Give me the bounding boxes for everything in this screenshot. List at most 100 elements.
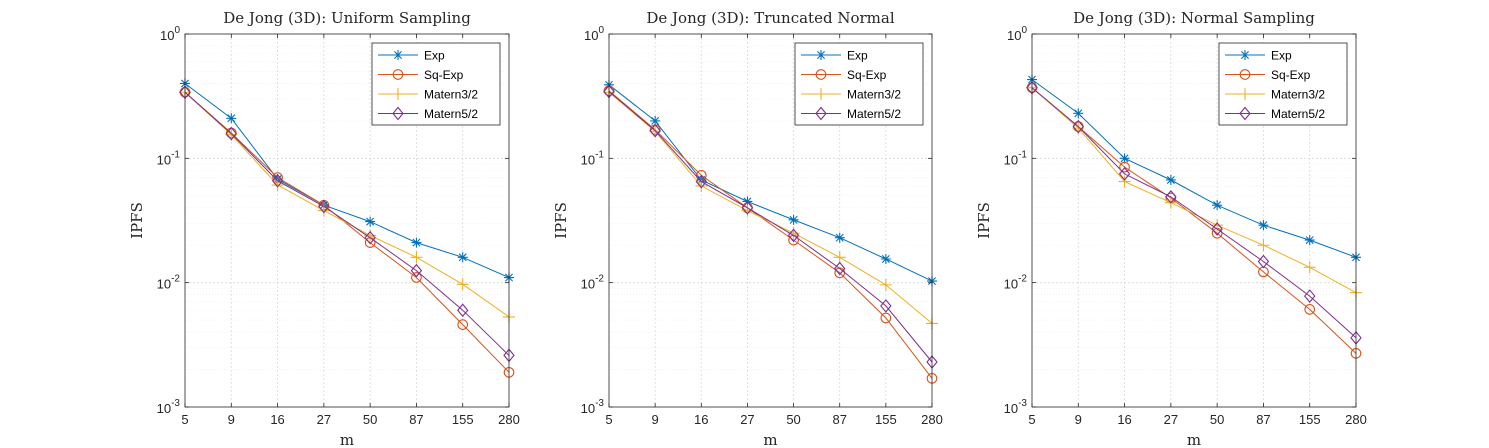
legend-box: [371, 42, 501, 126]
y-tick-label: 100: [584, 25, 604, 43]
legend-marker: [1239, 69, 1251, 80]
data-point: [226, 113, 237, 124]
data-point: [410, 251, 423, 264]
x-tick-label: 9: [1075, 412, 1082, 427]
legend-entry: Sq-Exp: [1225, 68, 1311, 82]
y-tick-label: 10-2: [157, 274, 181, 292]
axes-box: [184, 33, 510, 408]
series-line: [1031, 79, 1357, 258]
data-point: [271, 173, 284, 188]
x-tick-label: 5: [1028, 412, 1035, 427]
legend-entry: Matern5/2: [801, 106, 901, 121]
data-point: [650, 115, 661, 126]
data-point: [1072, 119, 1085, 134]
data-point: [457, 319, 469, 330]
data-point: [457, 252, 468, 263]
legend-box: [794, 42, 924, 126]
data-point: [411, 237, 422, 248]
series-line: [608, 90, 933, 379]
data-point: [833, 251, 846, 264]
data-point: [1257, 239, 1270, 252]
data-point: [456, 303, 469, 318]
legend-label: Matern5/2: [424, 107, 478, 121]
legend-label: Exp: [847, 49, 868, 63]
chart-title: De Jong (3D): Truncated Normal: [646, 9, 894, 27]
legend-marker: [392, 106, 404, 121]
x-tick-label: 5: [181, 412, 188, 427]
data-point: [1211, 222, 1223, 236]
data-point: [364, 230, 376, 245]
x-axis-label: m: [1187, 431, 1201, 448]
data-point: [1303, 261, 1316, 274]
data-point: [1118, 175, 1131, 188]
x-tick-label: 87: [832, 412, 846, 427]
legend-label: Exp: [424, 49, 445, 63]
x-tick-label: 16: [270, 412, 284, 427]
legend-marker: [393, 50, 403, 60]
data-point: [695, 174, 708, 189]
y-tick-label: 10-3: [1004, 398, 1028, 416]
x-axis: 5 9 16 27 50 87 155 280: [605, 34, 943, 427]
chart-title: De Jong (3D): Uniform Sampling: [223, 9, 471, 27]
data-point: [318, 199, 330, 214]
chart-title: De Jong (3D): Normal Sampling: [1073, 9, 1315, 27]
legend-label: Matern3/2: [424, 88, 478, 102]
legend-entry: Matern3/2: [801, 88, 901, 102]
y-tick-label: 10-3: [157, 398, 181, 416]
data-point: [880, 299, 892, 313]
data-point: [411, 272, 422, 283]
series-line: [1031, 87, 1357, 354]
y-tick-label: 10-1: [1004, 149, 1028, 167]
y-tick-label: 10-1: [157, 149, 181, 167]
data-point: [788, 214, 799, 225]
data-point: [741, 200, 754, 215]
y-tick-label: 10-2: [1004, 274, 1028, 292]
x-tick-label: 50: [1210, 412, 1224, 427]
x-axis: 5 9 16 27 50 87 155 280: [1028, 34, 1367, 427]
legend-label: Sq-Exp: [1271, 68, 1311, 82]
data-point: [410, 263, 423, 278]
data-point: [1118, 167, 1131, 181]
legend-entry: Exp: [378, 49, 445, 63]
data-point: [1304, 304, 1316, 315]
x-tick-label: 9: [228, 412, 235, 427]
x-tick-label: 5: [605, 412, 612, 427]
legend-label: Matern5/2: [847, 107, 901, 121]
legend-marker: [1239, 88, 1251, 100]
data-point: [833, 261, 846, 276]
x-tick-label: 16: [1117, 412, 1131, 427]
legend-entry: Matern3/2: [1225, 88, 1325, 102]
data-point: [1212, 200, 1223, 211]
axes-box: [608, 33, 933, 408]
x-tick-label: 280: [1345, 412, 1367, 427]
y-axis: 100 10-1 10-2 10-3: [581, 25, 932, 416]
data-point: [1304, 235, 1315, 246]
legend-marker: [815, 88, 827, 100]
x-tick-label: 50: [786, 412, 800, 427]
y-axis-label: IPFS: [975, 202, 993, 239]
legend-marker: [392, 69, 404, 80]
series-line: [184, 91, 510, 318]
x-tick-label: 280: [498, 412, 520, 427]
x-tick-label: 155: [452, 412, 474, 427]
y-axis-label: IPFS: [552, 202, 570, 239]
legend: Exp Sq-Exp Matern3/2 Matern5/2: [794, 42, 924, 126]
y-tick-label: 10-2: [581, 274, 605, 292]
x-tick-label: 87: [1256, 412, 1270, 427]
chart-panel-2: 5 9 16 27 50 87 155 280 100 10-1 10-2 10-3 De Jong (…: [552, 9, 943, 448]
legend-label: Matern3/2: [1271, 88, 1325, 102]
x-tick-label: 27: [740, 412, 754, 427]
axes-box: [1031, 33, 1357, 408]
series-line: [608, 84, 933, 282]
series-line: [1031, 87, 1357, 339]
legend-marker: [815, 106, 827, 121]
legend-box: [1218, 42, 1348, 126]
legend-marker: [1239, 106, 1251, 121]
legend-marker: [1240, 50, 1250, 60]
data-point: [880, 254, 891, 265]
x-axis-label: m: [340, 431, 354, 448]
legend-label: Exp: [1271, 49, 1292, 63]
y-axis: 100 10-1 10-2 10-3: [157, 25, 509, 416]
legend-marker: [815, 69, 827, 80]
